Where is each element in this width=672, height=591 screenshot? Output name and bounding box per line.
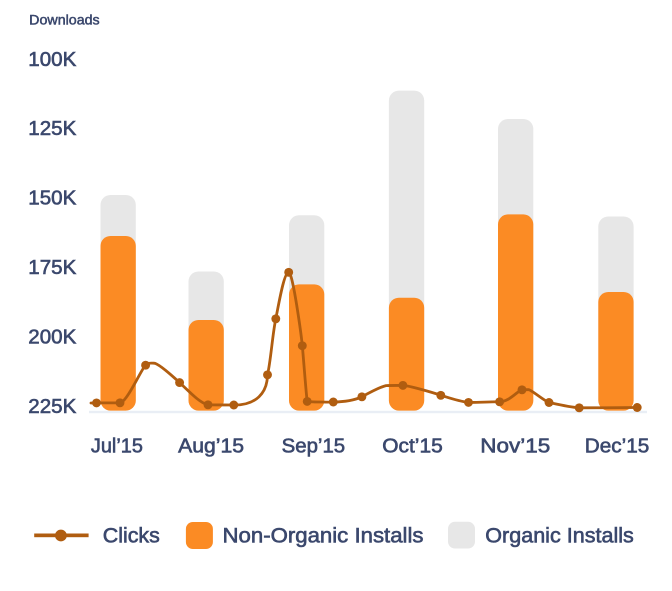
svg-text:175K: 175K — [28, 257, 77, 279]
svg-text:Downloads: Downloads — [29, 12, 100, 28]
svg-text:Nov’15: Nov’15 — [480, 436, 550, 458]
svg-text:Oct’15: Oct’15 — [382, 436, 443, 458]
svg-text:Aug’15: Aug’15 — [178, 436, 244, 458]
svg-text:Organic Installs: Organic Installs — [485, 525, 634, 548]
svg-text:Clicks: Clicks — [103, 525, 160, 548]
svg-text:Non-Organic Installs: Non-Organic Installs — [223, 525, 424, 548]
svg-text:125K: 125K — [28, 118, 77, 140]
svg-text:Dec’15: Dec’15 — [585, 436, 650, 458]
svg-text:225K: 225K — [28, 396, 77, 418]
svg-text:Sep’15: Sep’15 — [282, 436, 346, 458]
svg-text:200K: 200K — [28, 326, 77, 348]
svg-text:100K: 100K — [28, 49, 77, 71]
svg-text:150K: 150K — [28, 188, 77, 210]
svg-text:Jul’15: Jul’15 — [91, 436, 143, 458]
